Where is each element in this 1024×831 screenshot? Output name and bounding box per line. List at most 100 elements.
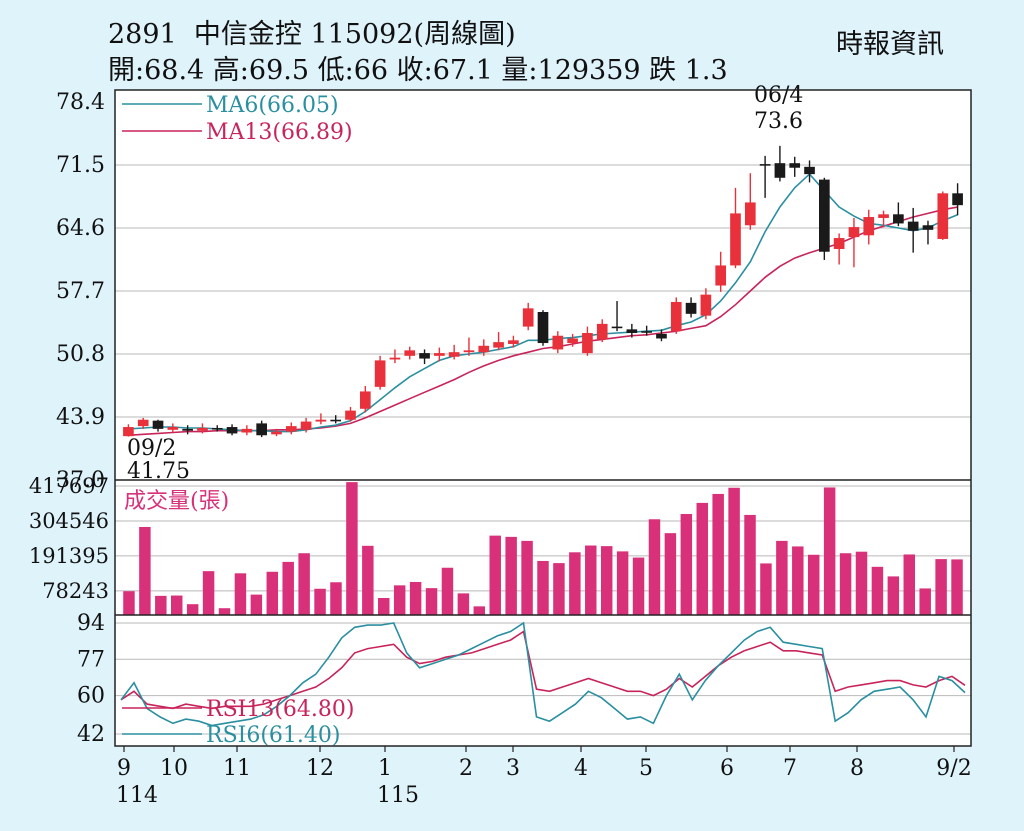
candle-body-down [952, 193, 963, 206]
candle-body-down [804, 166, 815, 175]
x-year-label: 115 [377, 783, 419, 808]
candle-body-up [700, 294, 712, 316]
volume-bar [537, 560, 549, 615]
source-label: 時報資訊 [836, 29, 944, 60]
x-month-label: 10 [160, 756, 188, 781]
candle-body-up [241, 428, 253, 433]
volume-bar [935, 559, 947, 615]
candle-body-up [582, 333, 593, 354]
volume-bar [569, 552, 581, 615]
candle-body-down [626, 329, 638, 333]
quote-summary: 開:68.4 高:69.5 低:66 收:67.1 量:129359 跌 1.3 [108, 55, 728, 86]
candle-body-up [596, 323, 608, 340]
x-month-label: 8 [850, 756, 864, 781]
volume-bar [919, 588, 931, 615]
chart-title: 2891 中信金控 115092(周線圖) [108, 19, 516, 50]
x-month-label: 2 [459, 756, 473, 781]
volume-bar [632, 557, 645, 615]
volume-bar [744, 514, 756, 615]
low-annotation-date: 09/2 [127, 436, 176, 461]
candle-body-up [508, 340, 519, 344]
candle-body-down [907, 221, 919, 231]
price-y-tick-label: 64.6 [56, 216, 105, 241]
ma6-legend-label: MA6(66.05) [206, 93, 339, 118]
candle-body-up [878, 214, 889, 218]
volume-bar [903, 554, 915, 615]
candle-body-up [271, 431, 282, 435]
candle-body-up [300, 421, 312, 430]
price-y-tick-label: 50.8 [56, 342, 105, 367]
volume-bar [155, 595, 167, 615]
volume-bar [378, 598, 390, 615]
price-y-tick-label: 57.7 [56, 279, 105, 304]
price-y-tick-label: 71.5 [56, 153, 105, 178]
volume-bar [171, 595, 183, 615]
volume-bar [282, 561, 294, 615]
volume-bar [505, 536, 517, 615]
x-month-label: 3 [506, 756, 520, 781]
candle-body-up [552, 335, 564, 350]
volume-bar [664, 533, 677, 615]
candle-body-down [685, 302, 697, 314]
candle-body-up [345, 410, 356, 420]
volume-bar [792, 546, 804, 615]
x-month-label: 1 [378, 756, 392, 781]
candle-body-down [611, 326, 623, 329]
candle-body-up [715, 265, 727, 286]
volume-bar [473, 606, 486, 615]
volume-bar [314, 588, 326, 615]
volume-bar [186, 604, 199, 615]
volume-bar [712, 493, 724, 615]
x-month-label: 9/2 [936, 756, 971, 781]
volume-bar [218, 608, 231, 615]
candle-body-down [922, 225, 934, 230]
volume-bar [521, 540, 533, 615]
volume-bar [441, 567, 454, 615]
candle-body-down [330, 419, 342, 422]
volume-bar [696, 502, 708, 615]
volume-title: 成交量(張) [124, 489, 229, 514]
volume-bar [139, 526, 151, 615]
chart-frame [114, 89, 972, 747]
candle-body-down [819, 179, 830, 252]
volume-bar [951, 559, 963, 615]
volume-bar [457, 593, 470, 615]
volume-bar [871, 566, 884, 615]
candle-body-down [759, 164, 771, 166]
volume-bar [728, 487, 740, 615]
volume-bar [250, 594, 263, 615]
volume-bar [123, 591, 135, 615]
plot-background [115, 90, 971, 746]
x-month-label: 12 [306, 756, 334, 781]
candle-body-up [389, 357, 401, 360]
x-year-label: 114 [116, 783, 158, 808]
volume-bar [362, 545, 374, 615]
volume-bar [823, 487, 836, 615]
volume-bar [776, 540, 788, 615]
volume-bar [839, 553, 852, 615]
volume-bar [887, 576, 900, 615]
candle-body-up [123, 427, 134, 437]
candle-body-up [744, 202, 756, 226]
x-month-label: 4 [574, 756, 588, 781]
candle-body-up [478, 345, 490, 353]
volume-y-tick-label: 304546 [29, 509, 109, 533]
volume-y-tick-label: 191395 [29, 544, 109, 568]
rsi-y-tick-label: 77 [77, 647, 105, 672]
volume-bar [330, 582, 342, 615]
volume-bar [855, 551, 868, 615]
candle-body-up [670, 301, 682, 332]
high-annotation-date: 06/4 [754, 83, 803, 108]
price-y-tick-label: 43.9 [56, 405, 105, 430]
candle-body-down [656, 333, 667, 339]
volume-bar [553, 563, 565, 615]
volume-bar [266, 571, 279, 615]
rsi-y-tick-label: 94 [77, 611, 105, 636]
volume-bar [489, 535, 501, 615]
volume-y-tick-label: 417697 [29, 474, 109, 498]
volume-bar [425, 588, 438, 615]
candle-body-down [152, 420, 164, 429]
candle-body-up [463, 350, 475, 353]
candle-body-down [256, 423, 267, 436]
